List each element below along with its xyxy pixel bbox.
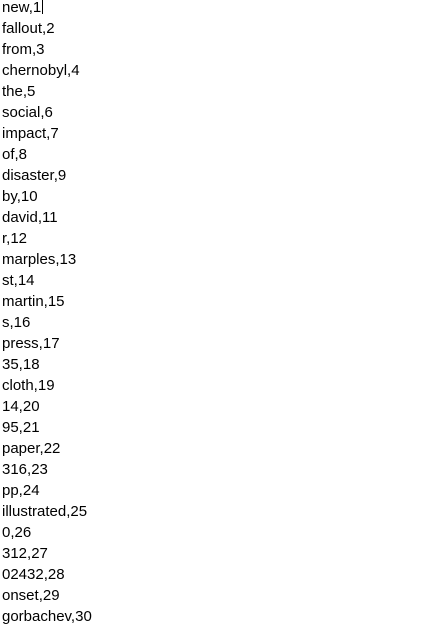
text-line[interactable]: onset,29 (2, 585, 92, 606)
line-text: by,10 (2, 188, 38, 205)
text-line[interactable]: pp,24 (2, 480, 92, 501)
text-line[interactable]: marples,13 (2, 249, 92, 270)
text-line[interactable]: david,11 (2, 207, 92, 228)
text-cursor (42, 0, 43, 14)
text-line[interactable]: 14,20 (2, 396, 92, 417)
text-line[interactable]: r,12 (2, 228, 92, 249)
line-text: s,16 (2, 314, 30, 331)
text-line[interactable]: social,6 (2, 102, 92, 123)
line-text: pp,24 (2, 482, 40, 499)
line-text: marples,13 (2, 251, 76, 268)
text-line[interactable]: st,14 (2, 270, 92, 291)
line-text: 02432,28 (2, 566, 65, 583)
line-text: fallout,2 (2, 20, 55, 37)
line-text: from,3 (2, 41, 45, 58)
text-line[interactable]: illustrated,25 (2, 501, 92, 522)
text-line[interactable]: s,16 (2, 312, 92, 333)
line-text: martin,15 (2, 293, 65, 310)
line-text: cloth,19 (2, 377, 55, 394)
line-text: r,12 (2, 230, 27, 247)
line-text: of,8 (2, 146, 27, 163)
text-line[interactable]: 312,27 (2, 543, 92, 564)
text-line[interactable]: 35,18 (2, 354, 92, 375)
text-line[interactable]: gorbachev,30 (2, 606, 92, 625)
line-text: david,11 (2, 209, 58, 226)
text-lines: new,1 fallout,2 from,3 chernobyl,4 the,5… (2, 0, 92, 625)
line-text: onset,29 (2, 587, 60, 604)
line-text: 35,18 (2, 356, 40, 373)
line-text: st,14 (2, 272, 35, 289)
line-text: gorbachev,30 (2, 608, 92, 625)
line-text: social,6 (2, 104, 53, 121)
text-line[interactable]: the,5 (2, 81, 92, 102)
line-text: paper,22 (2, 440, 60, 457)
text-line[interactable]: from,3 (2, 39, 92, 60)
text-line[interactable]: fallout,2 (2, 18, 92, 39)
line-text: chernobyl,4 (2, 62, 80, 79)
line-text: the,5 (2, 83, 35, 100)
line-text: press,17 (2, 335, 60, 352)
text-line[interactable]: press,17 (2, 333, 92, 354)
text-line[interactable]: by,10 (2, 186, 92, 207)
line-text: 312,27 (2, 545, 48, 562)
line-text: new,1 (2, 0, 41, 16)
text-line[interactable]: new,1 (2, 0, 92, 18)
text-line[interactable]: chernobyl,4 (2, 60, 92, 81)
line-text: illustrated,25 (2, 503, 87, 520)
line-text: disaster,9 (2, 167, 66, 184)
text-line[interactable]: 316,23 (2, 459, 92, 480)
text-line[interactable]: disaster,9 (2, 165, 92, 186)
text-line[interactable]: 02432,28 (2, 564, 92, 585)
line-text: 95,21 (2, 419, 40, 436)
text-line[interactable]: martin,15 (2, 291, 92, 312)
text-line[interactable]: impact,7 (2, 123, 92, 144)
text-line[interactable]: paper,22 (2, 438, 92, 459)
text-line[interactable]: of,8 (2, 144, 92, 165)
line-text: 0,26 (2, 524, 31, 541)
text-line[interactable]: cloth,19 (2, 375, 92, 396)
line-text: 14,20 (2, 398, 40, 415)
line-text: 316,23 (2, 461, 48, 478)
text-line[interactable]: 0,26 (2, 522, 92, 543)
line-text: impact,7 (2, 125, 59, 142)
text-line[interactable]: 95,21 (2, 417, 92, 438)
